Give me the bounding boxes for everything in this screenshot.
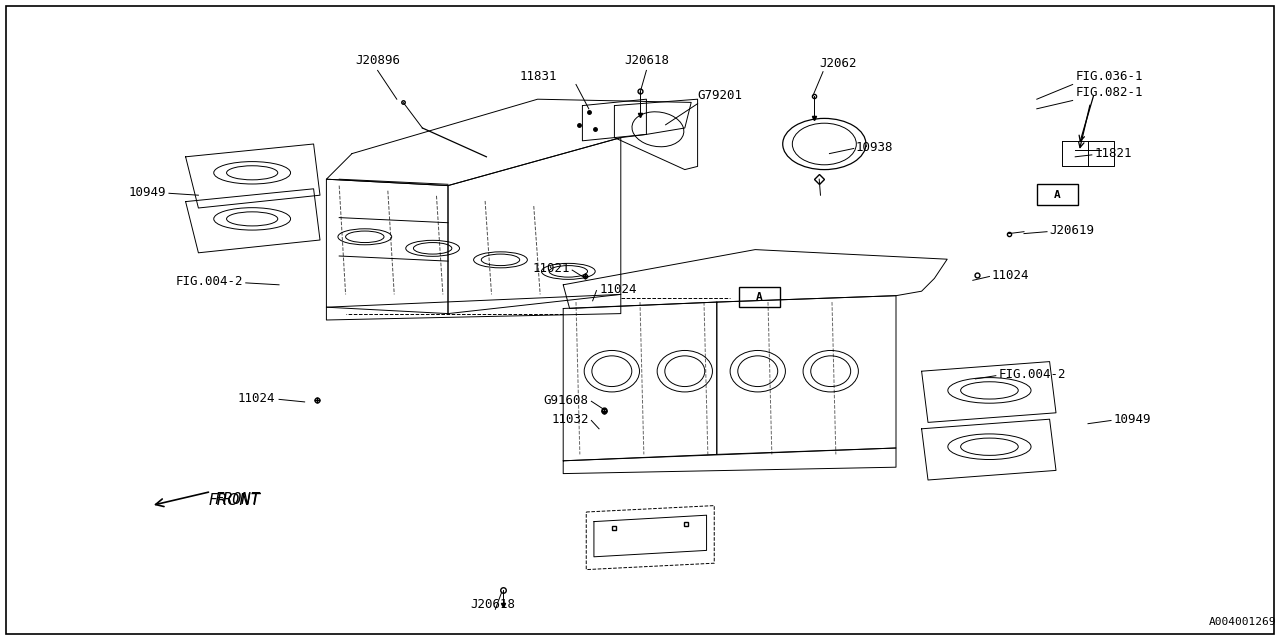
Text: 11021: 11021 [532,262,570,275]
Text: A: A [1053,189,1061,200]
Text: G79201: G79201 [698,90,742,102]
Text: 10938: 10938 [855,141,892,154]
Text: 10949: 10949 [129,186,166,198]
FancyBboxPatch shape [739,287,780,307]
Text: 11032: 11032 [552,413,589,426]
Text: 11831: 11831 [520,70,557,83]
Text: FRONT: FRONT [209,493,260,508]
Text: FIG.036-1: FIG.036-1 [1075,70,1143,83]
Text: G91608: G91608 [544,394,589,406]
Text: J20619: J20619 [1050,224,1094,237]
Text: J20896: J20896 [355,54,401,67]
Text: A: A [755,292,763,302]
Text: FIG.004-2: FIG.004-2 [998,368,1066,381]
Text: 11024: 11024 [992,269,1029,282]
Text: A004001269: A004001269 [1208,617,1276,627]
Text: 11024: 11024 [599,283,636,296]
Text: FIG.082-1: FIG.082-1 [1075,86,1143,99]
FancyBboxPatch shape [1037,184,1078,205]
Text: 11821: 11821 [1094,147,1132,160]
Text: J20618: J20618 [623,54,669,67]
Text: J20618: J20618 [470,598,516,611]
Text: 11024: 11024 [238,392,275,404]
Text: 10949: 10949 [1114,413,1151,426]
Text: FIG.004-2: FIG.004-2 [175,275,243,288]
Text: J2062: J2062 [819,58,856,70]
Text: FRONT: FRONT [214,492,260,507]
